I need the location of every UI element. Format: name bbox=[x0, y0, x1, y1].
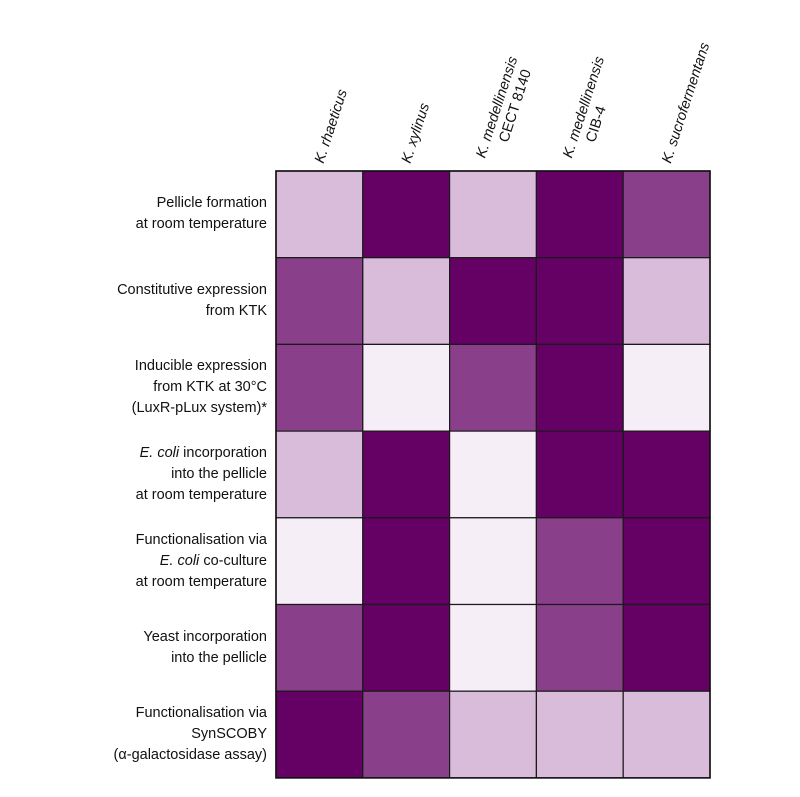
heatmap-cell-r1-c3 bbox=[449, 170, 538, 259]
row-label-line: from KTK at 30°C bbox=[153, 379, 267, 396]
column-label-line: K. xylinus bbox=[399, 101, 433, 165]
heatmap-cell-r5-c5 bbox=[622, 517, 711, 606]
heatmap-cell-r6-c2 bbox=[362, 603, 451, 692]
row-label-7: Functionalisation via SynSCOBY (α-galactos… bbox=[7, 703, 267, 766]
row-label-line: Functionalisation via bbox=[135, 705, 267, 722]
row-label-line: SynSCOBY bbox=[191, 726, 267, 743]
heatmap-cell-r1-c5 bbox=[622, 170, 711, 259]
heatmap-cell-r7-c1 bbox=[275, 690, 364, 779]
heatmap-cell-r5-c1 bbox=[275, 517, 364, 606]
heatmap-border bbox=[275, 170, 711, 779]
row-label-line: (α-galactosidase assay) bbox=[113, 747, 267, 764]
heatmap-cell-r7-c4 bbox=[535, 690, 624, 779]
heatmap-cell-r1-c2 bbox=[362, 170, 451, 259]
row-label-line: into the pellicle bbox=[171, 465, 267, 482]
row-label-line: Pellicle formation bbox=[156, 195, 267, 212]
heatmap-cell-r2-c2 bbox=[362, 257, 451, 346]
heatmap-cell-r6-c5 bbox=[622, 603, 711, 692]
row-label-6: Yeast incorporation into the pellicle bbox=[7, 627, 267, 669]
heatmap-cell-r2-c4 bbox=[535, 257, 624, 346]
row-label-line: from KTK bbox=[205, 303, 267, 320]
column-labels: K. rhaeticus K. xylinus K. medellinensisCE… bbox=[312, 41, 713, 166]
row-label-line: Constitutive expression bbox=[117, 282, 267, 299]
heatmap-cell-r4-c3 bbox=[449, 430, 538, 519]
row-label-line: at room temperature bbox=[135, 216, 267, 233]
row-label-3: Inducible expression from KTK at 30°C (Lux… bbox=[7, 356, 267, 419]
heatmap-cell-r4-c4 bbox=[535, 430, 624, 519]
column-label-2: K. xylinus bbox=[399, 101, 433, 165]
heatmap-cell-r4-c5 bbox=[622, 430, 711, 519]
row-label-4: E. coli incorporation into the pellicle at… bbox=[7, 443, 267, 506]
heatmap-cell-r7-c2 bbox=[362, 690, 451, 779]
heatmap-cell-r3-c2 bbox=[362, 343, 451, 432]
heatmap-cell-r2-c5 bbox=[622, 257, 711, 346]
heatmap-cell-r4-c1 bbox=[275, 430, 364, 519]
row-label-line: Functionalisation via bbox=[135, 531, 267, 548]
column-label-line: K. sucrofermentans bbox=[659, 41, 713, 166]
heatmap-cell-r3-c5 bbox=[622, 343, 711, 432]
heatmap-cell-r6-c1 bbox=[275, 603, 364, 692]
heatmap-cell-r1-c1 bbox=[275, 170, 364, 259]
heatmap-cell-r2-c3 bbox=[449, 257, 538, 346]
column-label-3: K. medellinensisCECT 8140 bbox=[473, 55, 537, 166]
heatmap-cell-r5-c2 bbox=[362, 517, 451, 606]
row-label-line: Yeast incorporation bbox=[143, 628, 267, 645]
heatmap-cell-r5-c3 bbox=[449, 517, 538, 606]
row-label-italic: E. coli bbox=[159, 552, 200, 569]
column-label-5: K. sucrofermentans bbox=[659, 41, 713, 166]
heatmap-cell-r6-c3 bbox=[449, 603, 538, 692]
row-label-line: E. coli co-culture bbox=[159, 552, 267, 569]
column-label-line: K. rhaeticus bbox=[312, 87, 351, 165]
heatmap-cell-r4-c2 bbox=[362, 430, 451, 519]
row-label-line: Inducible expression bbox=[134, 358, 267, 375]
heatmap-cell-r7-c3 bbox=[449, 690, 538, 779]
row-label-line: (LuxR-pLux system)* bbox=[131, 400, 267, 417]
column-label-4: K. medellinensisCIB-4 bbox=[560, 55, 624, 166]
heatmap-cell-r3-c3 bbox=[449, 343, 538, 432]
heatmap-cells bbox=[275, 170, 711, 779]
heatmap-cell-r1-c4 bbox=[535, 170, 624, 259]
column-label-1: K. rhaeticus bbox=[312, 87, 351, 165]
heatmap-cell-r2-c1 bbox=[275, 257, 364, 346]
row-label-line: at room temperature bbox=[135, 486, 267, 503]
heatmap-cell-r5-c4 bbox=[535, 517, 624, 606]
row-label-5: Functionalisation via E. coli co-culture a… bbox=[7, 530, 267, 593]
row-label-2: Constitutive expression from KTK bbox=[7, 280, 267, 322]
heatmap-cell-r7-c5 bbox=[622, 690, 711, 779]
row-label-1: Pellicle formation at room temperature bbox=[7, 193, 267, 235]
row-label-italic: E. coli bbox=[139, 444, 180, 461]
heatmap-cell-r6-c4 bbox=[535, 603, 624, 692]
heatmap-cell-r3-c4 bbox=[535, 343, 624, 432]
row-label-line: E. coli incorporation bbox=[139, 444, 267, 461]
row-label-line: at room temperature bbox=[135, 573, 267, 590]
row-label-line: into the pellicle bbox=[171, 649, 267, 666]
heatmap-cell-r3-c1 bbox=[275, 343, 364, 432]
